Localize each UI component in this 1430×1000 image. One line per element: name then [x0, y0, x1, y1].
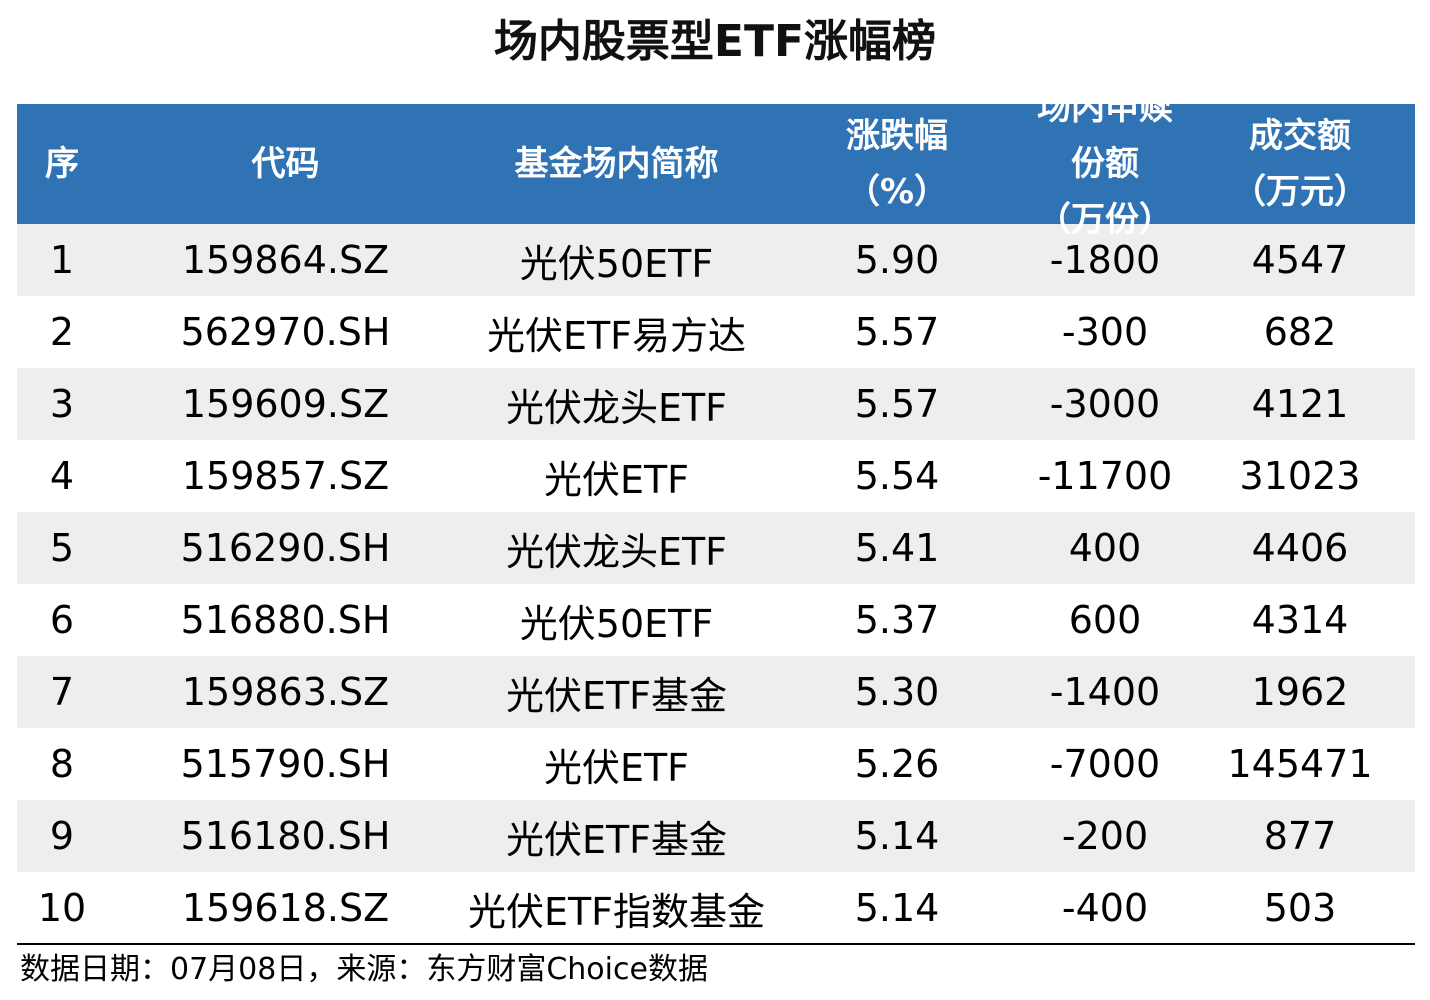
- cell-name: 光伏50ETF: [519, 601, 714, 646]
- cell-code: 159609.SZ: [181, 382, 390, 426]
- cell-volume: 4121: [1251, 382, 1349, 426]
- header-name: 基金场内简称: [514, 144, 719, 184]
- table-row: 7 159863.SZ 光伏ETF基金 5.30 -1400 1962: [17, 656, 1415, 728]
- cell-rank: 9: [49, 814, 75, 858]
- cell-rank: 5: [49, 526, 75, 570]
- table-body: 1 159864.SZ 光伏50ETF 5.90 -1800 4547 2 562970.SH…: [17, 224, 1415, 944]
- cell-code: 515790.SH: [180, 742, 391, 786]
- table-row: 9 516180.SH 光伏ETF基金 5.14 -200 877: [17, 800, 1415, 872]
- cell-name: 光伏ETF指数基金: [467, 889, 766, 934]
- cell-change: 5.54: [854, 454, 940, 498]
- cell-rank: 1: [49, 238, 75, 282]
- cell-flow: 600: [1068, 598, 1142, 642]
- cell-flow: -300: [1061, 310, 1149, 354]
- table-row: 8 515790.SH 光伏ETF 5.26 -7000 145471: [17, 728, 1415, 800]
- cell-rank: 6: [49, 598, 75, 642]
- table-row: 10 159618.SZ 光伏ETF指数基金 5.14 -400 503: [17, 872, 1415, 944]
- cell-name: 光伏ETF基金: [505, 673, 728, 718]
- cell-change: 5.26: [854, 742, 940, 786]
- cell-flow: -200: [1061, 814, 1149, 858]
- cell-volume: 877: [1263, 814, 1337, 858]
- cell-volume: 682: [1263, 310, 1337, 354]
- cell-code: 159863.SZ: [181, 670, 390, 714]
- cell-rank: 4: [49, 454, 75, 498]
- cell-code: 516180.SH: [180, 814, 391, 858]
- cell-rank: 2: [49, 310, 75, 354]
- cell-code: 159618.SZ: [181, 886, 390, 930]
- cell-volume: 4406: [1251, 526, 1349, 570]
- cell-flow: -7000: [1049, 742, 1161, 786]
- cell-flow: -3000: [1049, 382, 1161, 426]
- cell-change: 5.14: [854, 886, 940, 930]
- table-row: 2 562970.SH 光伏ETF易方达 5.57 -300 682: [17, 296, 1415, 368]
- header-flow: 场内申赎份额 （万份）: [1037, 88, 1173, 240]
- cell-flow: 400: [1068, 526, 1142, 570]
- cell-change: 5.90: [854, 238, 940, 282]
- table-row: 4 159857.SZ 光伏ETF 5.54 -11700 31023: [17, 440, 1415, 512]
- cell-name: 光伏ETF: [543, 745, 690, 790]
- cell-volume: 31023: [1239, 454, 1361, 498]
- table-row: 5 516290.SH 光伏龙头ETF 5.41 400 4406: [17, 512, 1415, 584]
- cell-name: 光伏ETF基金: [505, 817, 728, 862]
- cell-code: 516880.SH: [180, 598, 391, 642]
- header-volume: 成交额 （万元）: [1232, 116, 1368, 212]
- cell-code: 159864.SZ: [181, 238, 390, 282]
- header-change: 涨跌幅 （%）: [845, 116, 949, 212]
- cell-change: 5.30: [854, 670, 940, 714]
- cell-flow: -1800: [1049, 238, 1161, 282]
- cell-code: 159857.SZ: [181, 454, 390, 498]
- cell-volume: 503: [1263, 886, 1337, 930]
- bottom-divider: [17, 943, 1415, 945]
- cell-name: 光伏ETF易方达: [486, 313, 747, 358]
- table-row: 6 516880.SH 光伏50ETF 5.37 600 4314: [17, 584, 1415, 656]
- cell-change: 5.41: [854, 526, 940, 570]
- table-header: 序 代码 基金场内简称 涨跌幅 （%） 场内申赎份额 （万份） 成交额 （万元）: [17, 88, 1415, 240]
- cell-rank: 7: [49, 670, 75, 714]
- cell-name: 光伏龙头ETF: [505, 529, 728, 574]
- cell-name: 光伏ETF: [543, 457, 690, 502]
- cell-change: 5.57: [854, 382, 940, 426]
- cell-code: 562970.SH: [180, 310, 391, 354]
- cell-volume: 145471: [1227, 742, 1373, 786]
- etf-ranking-table: 序 代码 基金场内简称 涨跌幅 （%） 场内申赎份额 （万份） 成交额 （万元）…: [17, 88, 1415, 944]
- page-title: 场内股票型ETF涨幅榜: [493, 16, 937, 67]
- cell-volume: 4547: [1251, 238, 1349, 282]
- cell-volume: 4314: [1251, 598, 1349, 642]
- cell-flow: -11700: [1037, 454, 1173, 498]
- cell-flow: -400: [1061, 886, 1149, 930]
- cell-name: 光伏50ETF: [519, 241, 714, 286]
- cell-flow: -1400: [1049, 670, 1161, 714]
- cell-code: 516290.SH: [180, 526, 391, 570]
- cell-rank: 3: [49, 382, 75, 426]
- header-rank: 序: [45, 144, 79, 184]
- cell-name: 光伏龙头ETF: [505, 385, 728, 430]
- cell-change: 5.57: [854, 310, 940, 354]
- header-code: 代码: [251, 144, 320, 184]
- table-row: 3 159609.SZ 光伏龙头ETF 5.57 -3000 4121: [17, 368, 1415, 440]
- table-row: 1 159864.SZ 光伏50ETF 5.90 -1800 4547: [17, 224, 1415, 296]
- cell-change: 5.14: [854, 814, 940, 858]
- cell-change: 5.37: [854, 598, 940, 642]
- cell-rank: 10: [37, 886, 87, 930]
- source-footnote: 数据日期：07月08日，来源：东方财富Choice数据: [20, 952, 708, 987]
- cell-volume: 1962: [1251, 670, 1349, 714]
- cell-rank: 8: [49, 742, 75, 786]
